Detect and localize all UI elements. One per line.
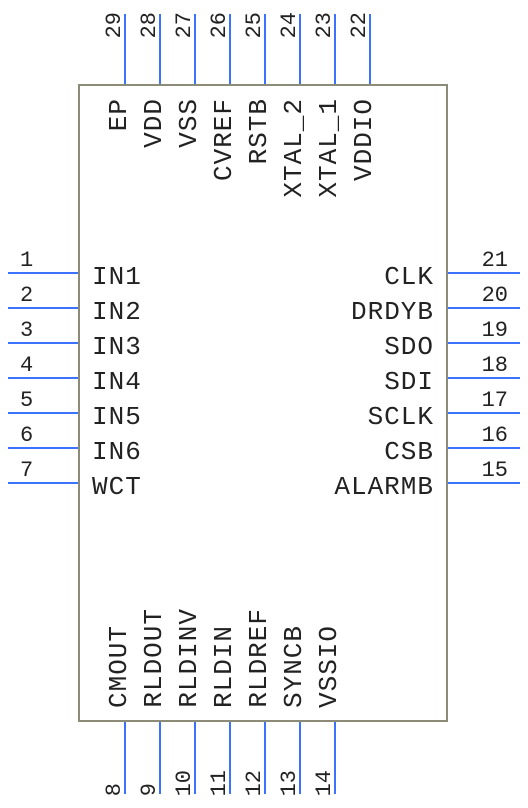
pin-label-rldin: RLDIN: [209, 625, 239, 708]
pin-num-7: 7: [20, 458, 33, 483]
pin-num-14: 14: [312, 770, 337, 796]
pin-line: [8, 307, 78, 309]
pin-num-17: 17: [482, 388, 508, 413]
pin-label-rldref: RLDREF: [244, 608, 274, 708]
pin-label-rstb: RSTB: [244, 98, 274, 164]
pin-label-alarmb: ALARMB: [334, 472, 434, 502]
pin-label-in6: IN6: [92, 437, 142, 467]
pin-num-22: 22: [347, 12, 372, 38]
pin-label-vssio: VSSIO: [314, 625, 344, 708]
pin-label-wct: WCT: [92, 472, 142, 502]
pin-label-clk: CLK: [384, 262, 434, 292]
pin-label-in2: IN2: [92, 297, 142, 327]
pin-num-2: 2: [20, 283, 33, 308]
pin-num-1: 1: [20, 248, 33, 273]
pin-num-26: 26: [207, 12, 232, 38]
pin-label-in1: IN1: [92, 262, 142, 292]
pin-num-25: 25: [242, 12, 267, 38]
pin-num-11: 11: [207, 770, 232, 796]
pin-label-vdd: VDD: [139, 98, 169, 148]
pin-num-18: 18: [482, 353, 508, 378]
pin-num-13: 13: [277, 770, 302, 796]
pin-num-24: 24: [277, 12, 302, 38]
pin-num-21: 21: [482, 248, 508, 273]
pin-label-in4: IN4: [92, 367, 142, 397]
pin-label-cmout: CMOUT: [104, 625, 134, 708]
pin-num-15: 15: [482, 458, 508, 483]
pin-label-rldout: RLDOUT: [139, 608, 169, 708]
pin-line: [8, 342, 78, 344]
pin-num-20: 20: [482, 283, 508, 308]
pin-label-csb: CSB: [384, 437, 434, 467]
pin-label-vddio: VDDIO: [349, 98, 379, 181]
pin-num-23: 23: [312, 12, 337, 38]
pin-line: [8, 447, 78, 449]
pin-label-xtal_2: XTAL_2: [279, 98, 309, 198]
pin-num-29: 29: [102, 12, 127, 38]
pin-num-9: 9: [137, 783, 162, 796]
pin-label-sdo: SDO: [384, 332, 434, 362]
pin-num-27: 27: [172, 12, 197, 38]
pin-label-rldinv: RLDINV: [174, 608, 204, 708]
pin-label-xtal_1: XTAL_1: [314, 98, 344, 198]
pin-num-5: 5: [20, 388, 33, 413]
pin-label-cvref: CVREF: [209, 98, 239, 181]
pin-line: [8, 482, 78, 484]
pin-num-16: 16: [482, 423, 508, 448]
pin-num-8: 8: [102, 783, 127, 796]
pin-line: [8, 412, 78, 414]
pin-label-in3: IN3: [92, 332, 142, 362]
pin-num-3: 3: [20, 318, 33, 343]
pin-num-10: 10: [172, 770, 197, 796]
pin-label-sclk: SCLK: [368, 402, 434, 432]
pin-label-drdyb: DRDYB: [351, 297, 434, 327]
pin-label-in5: IN5: [92, 402, 142, 432]
pin-line: [8, 272, 78, 274]
pin-num-28: 28: [137, 12, 162, 38]
pin-num-4: 4: [20, 353, 33, 378]
pin-num-19: 19: [482, 318, 508, 343]
pin-label-ep: EP: [104, 98, 134, 131]
pin-label-syncb: SYNCB: [279, 625, 309, 708]
pin-num-12: 12: [242, 770, 267, 796]
pin-label-vss: VSS: [174, 98, 204, 148]
pin-label-sdi: SDI: [384, 367, 434, 397]
pin-line: [8, 377, 78, 379]
pin-num-6: 6: [20, 423, 33, 448]
